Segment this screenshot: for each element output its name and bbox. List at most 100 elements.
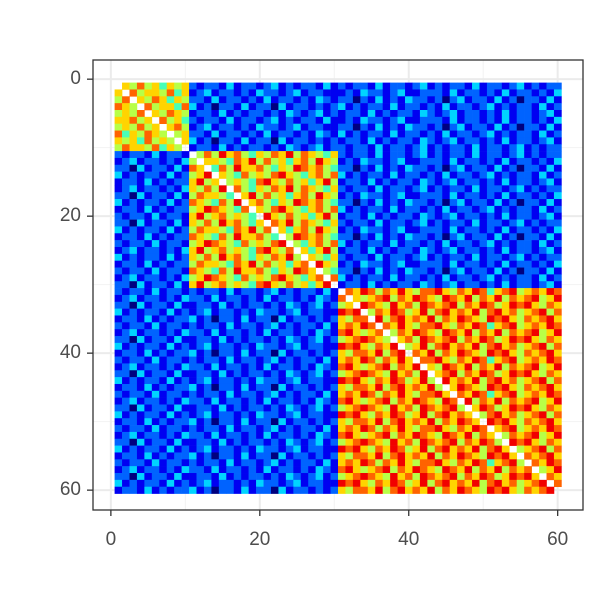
heatmap-cell [486, 301, 495, 309]
heatmap-cell [375, 466, 383, 474]
heatmap-cell [457, 486, 465, 494]
heatmap-cell [136, 137, 145, 145]
heatmap-cell [390, 356, 398, 364]
heatmap-cell [352, 123, 361, 131]
heatmap-cell [472, 342, 480, 351]
heatmap-cell [516, 301, 525, 309]
heatmap-cell [226, 267, 235, 275]
heatmap-cell [315, 137, 324, 145]
heatmap-cell [330, 411, 339, 419]
heatmap-cell [226, 473, 235, 481]
heatmap-cell [427, 418, 436, 426]
heatmap-cell [308, 438, 316, 446]
heatmap-cell [248, 397, 257, 405]
heatmap-cell [434, 144, 443, 152]
heatmap-cell [159, 110, 168, 118]
heatmap-cell [360, 96, 369, 104]
heatmap-cell [293, 171, 302, 179]
heatmap-cell [256, 342, 264, 351]
heatmap-cell [531, 151, 540, 159]
heatmap-cell [457, 219, 465, 227]
heatmap-cell [218, 383, 227, 392]
heatmap-cell [151, 383, 160, 392]
heatmap-cell [412, 425, 421, 433]
heatmap-cell [419, 431, 428, 440]
heatmap-cell [174, 274, 182, 282]
heatmap-cell [419, 130, 428, 138]
heatmap-cell [457, 157, 465, 166]
heatmap-cell [338, 329, 346, 337]
heatmap-cell [405, 103, 413, 111]
heatmap-cell [553, 329, 562, 337]
heatmap-cell [360, 233, 369, 241]
heatmap-cell [345, 233, 354, 241]
heatmap-cell [546, 151, 555, 159]
heatmap-cell [352, 473, 361, 481]
heatmap-cell [390, 82, 398, 90]
heatmap-cell [382, 137, 391, 145]
heatmap-cell [211, 164, 220, 172]
heatmap-cell [382, 322, 391, 330]
heatmap-cell [129, 390, 138, 398]
heatmap-cell [352, 164, 361, 172]
heatmap-cell [464, 473, 473, 481]
heatmap-cell [256, 281, 264, 289]
heatmap-cell [330, 377, 339, 385]
heatmap-cell [114, 383, 123, 392]
heatmap-cell [330, 431, 339, 440]
heatmap-cell [114, 336, 123, 344]
heatmap-cell [553, 404, 562, 412]
heatmap-cell [122, 466, 130, 474]
heatmap-cell [226, 82, 235, 90]
heatmap-cell [166, 473, 175, 481]
heatmap-cell [524, 103, 532, 111]
heatmap-cell [122, 205, 130, 214]
heatmap-cell [464, 377, 473, 385]
heatmap-cell [472, 192, 480, 200]
heatmap-cell [270, 452, 279, 460]
heatmap-cell [323, 349, 331, 357]
heatmap-cell [166, 294, 175, 303]
heatmap-cell [136, 445, 145, 453]
heatmap-cell [256, 164, 264, 172]
heatmap-cell [203, 178, 212, 186]
heatmap-cell [308, 288, 316, 296]
heatmap-cell [434, 397, 443, 405]
heatmap-cell [539, 479, 547, 488]
heatmap-cell [248, 342, 257, 351]
heatmap-cell [531, 178, 540, 186]
heatmap-cell [263, 459, 272, 467]
heatmap-cell [516, 274, 525, 282]
heatmap-cell [285, 479, 294, 488]
heatmap-cell [494, 82, 503, 90]
heatmap-cell [360, 274, 369, 282]
heatmap-cell [457, 164, 465, 172]
heatmap-cell [270, 178, 279, 186]
heatmap-cell [144, 253, 153, 261]
heatmap-cell [412, 192, 421, 200]
heatmap-cell [352, 267, 361, 275]
heatmap-cell [151, 459, 160, 467]
heatmap-cell [360, 164, 369, 172]
heatmap-cell [390, 294, 398, 303]
heatmap-cell [479, 137, 488, 145]
heatmap-cell [501, 315, 510, 323]
heatmap-cell [315, 445, 324, 453]
heatmap-cell [114, 294, 123, 303]
heatmap-cell [457, 144, 465, 152]
heatmap-cell [494, 315, 503, 323]
heatmap-cell [151, 192, 160, 200]
heatmap-cell [278, 110, 287, 118]
heatmap-cell [375, 253, 383, 261]
heatmap-cell [174, 336, 182, 344]
heatmap-cell [472, 452, 480, 460]
heatmap-cell [189, 479, 197, 488]
heatmap-cell [442, 240, 451, 248]
heatmap-cell [315, 89, 324, 97]
heatmap-cell [241, 233, 249, 241]
heatmap-cell [330, 89, 339, 97]
heatmap-cell [405, 308, 413, 316]
heatmap-cell [129, 123, 138, 131]
heatmap-cell [308, 157, 316, 166]
heatmap-cell [375, 288, 383, 296]
